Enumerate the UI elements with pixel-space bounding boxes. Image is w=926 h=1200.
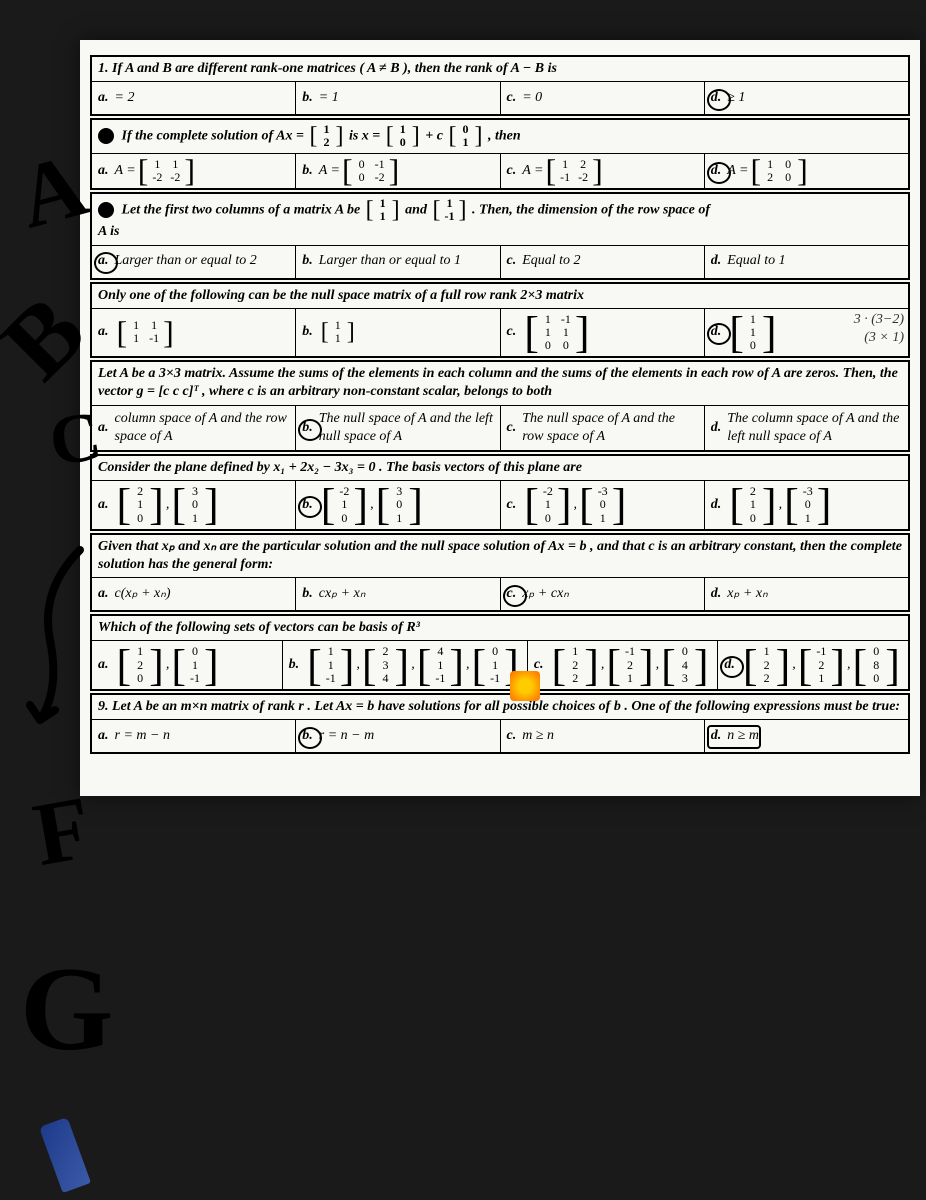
q4-text: Only one of the following can be the nul… bbox=[92, 284, 908, 309]
q9-opt-c: c.m ≥ n bbox=[501, 720, 705, 752]
q9-opt-d: d.n ≥ m bbox=[705, 720, 908, 752]
bullet-icon bbox=[98, 202, 114, 218]
q4-opt-a: a.[111-1] bbox=[92, 309, 296, 357]
q6-opt-b: b.[-210],[301] bbox=[296, 481, 500, 529]
q1-opt-b: b.= 1 bbox=[296, 82, 500, 114]
question-6: Consider the plane defined by x₁ + 2x₂ −… bbox=[90, 454, 910, 531]
q7-opt-d: d.xₚ + xₙ bbox=[705, 578, 908, 610]
q8-opt-d: d.[122],[-121],[080] bbox=[718, 641, 908, 689]
q7-opt-c: c.xₚ + cxₙ bbox=[501, 578, 705, 610]
q8-text: Which of the following sets of vectors c… bbox=[92, 616, 908, 641]
q6-opt-c: c.[-210],[-301] bbox=[501, 481, 705, 529]
q4-opt-b: b.[11] bbox=[296, 309, 500, 357]
q9-text: 9. Let A be an m×n matrix of rank r . Le… bbox=[92, 695, 908, 720]
exam-page: 1. If A and B are different rank-one mat… bbox=[80, 40, 920, 796]
matrix: [10] bbox=[386, 123, 420, 149]
q2-opt-c: c.A =[12-1-2] bbox=[501, 154, 705, 188]
q1-opt-a: a.= 2 bbox=[92, 82, 296, 114]
q5-opt-b: b.The null space of A and the left null … bbox=[296, 406, 500, 450]
q3-opt-d: d.Equal to 1 bbox=[705, 246, 908, 278]
q5-opt-d: d.The column space of A and the left nul… bbox=[705, 406, 908, 450]
q2-opt-b: b.A =[0-10-2] bbox=[296, 154, 500, 188]
q8-opt-a: a.[120],[01-1] bbox=[92, 641, 283, 689]
question-9: 9. Let A be an m×n matrix of rank r . Le… bbox=[90, 693, 910, 754]
q7-opt-b: b.cxₚ + xₙ bbox=[296, 578, 500, 610]
matrix: [12] bbox=[309, 123, 343, 149]
handwritten-letter-g: G bbox=[20, 940, 113, 1078]
handwritten-note: (3 × 1) bbox=[864, 329, 904, 347]
q5-opt-a: a.column space of A and the row space of… bbox=[92, 406, 296, 450]
q1-opt-d: d.≥ 1 bbox=[705, 82, 908, 114]
q3-opt-b: b.Larger than or equal to 1 bbox=[296, 246, 500, 278]
question-3: Let the first two columns of a matrix A … bbox=[90, 192, 910, 280]
bullet-icon bbox=[98, 128, 114, 144]
q3-opt-a: a.Larger than or equal to 2 bbox=[92, 246, 296, 278]
question-1: 1. If A and B are different rank-one mat… bbox=[90, 55, 910, 116]
question-2: If the complete solution of Ax = [12] is… bbox=[90, 118, 910, 190]
handwritten-note: 3 · (3−2) bbox=[854, 311, 904, 329]
q2-opt-a: a.A =[11-2-2] bbox=[92, 154, 296, 188]
q1-opt-c: c.= 0 bbox=[501, 82, 705, 114]
handwritten-arrow bbox=[20, 540, 100, 760]
q3-text: Let the first two columns of a matrix A … bbox=[92, 194, 908, 246]
matrix: [01] bbox=[449, 123, 483, 149]
question-8: Which of the following sets of vectors c… bbox=[90, 614, 910, 691]
q7-text: Given that xₚ and xₙ are the particular … bbox=[92, 535, 908, 578]
question-7: Given that xₚ and xₙ are the particular … bbox=[90, 533, 910, 612]
q5-text: Let A be a 3×3 matrix. Assume the sums o… bbox=[92, 362, 908, 405]
q5-opt-c: c.The null space of A and the row space … bbox=[501, 406, 705, 450]
q6-opt-d: d.[210],[-301] bbox=[705, 481, 908, 529]
q4-opt-c: c.[1-11100] bbox=[501, 309, 705, 357]
q8-opt-c: c.[122],[-121],[043] bbox=[528, 641, 719, 689]
q2-text: If the complete solution of Ax = [12] is… bbox=[92, 120, 908, 153]
q3-opt-c: c.Equal to 2 bbox=[501, 246, 705, 278]
q4-opt-d: d.[110] 3 · (3−2) (3 × 1) bbox=[705, 309, 908, 357]
q1-text: 1. If A and B are different rank-one mat… bbox=[92, 57, 908, 82]
q6-opt-a: a.[210],[301] bbox=[92, 481, 296, 529]
q2-opt-d: d.A =[1020] bbox=[705, 154, 908, 188]
q8-opt-b: b.[11-1],[234],[41-1],[01-1] bbox=[283, 641, 528, 689]
question-4: Only one of the following can be the nul… bbox=[90, 282, 910, 359]
question-5: Let A be a 3×3 matrix. Assume the sums o… bbox=[90, 360, 910, 452]
sticker-icon bbox=[510, 671, 540, 701]
q6-text: Consider the plane defined by x₁ + 2x₂ −… bbox=[92, 456, 908, 481]
pen-icon bbox=[39, 1117, 91, 1193]
q7-opt-a: a.c(xₚ + xₙ) bbox=[92, 578, 296, 610]
q9-opt-a: a.r = m − n bbox=[92, 720, 296, 752]
q9-opt-b: b.r = n − m bbox=[296, 720, 500, 752]
